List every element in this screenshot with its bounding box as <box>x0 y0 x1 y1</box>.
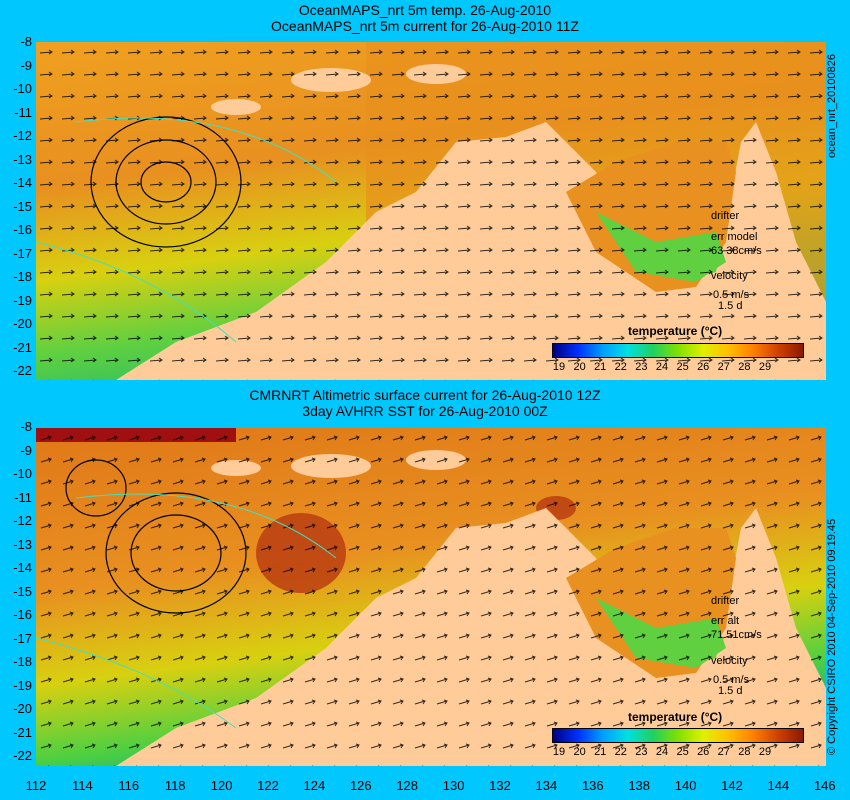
bottom-velocity-days: 1.5 d <box>718 685 743 697</box>
top-velocity-days: 1.5 d <box>718 300 743 312</box>
x-axis-label: 142 <box>721 778 743 793</box>
y-axis-label: -8 <box>20 419 32 434</box>
x-axis-label: 122 <box>257 778 279 793</box>
top-colorbar <box>552 343 804 358</box>
top-legend-title: temperature (°C) <box>628 324 723 338</box>
top-err-value: 63 38cm/s <box>711 245 762 257</box>
y-axis-label: -16 <box>13 222 32 237</box>
colorbar-tick-label: 29 <box>758 361 772 373</box>
y-axis-label: -9 <box>20 442 32 458</box>
x-axis-label: 120 <box>210 778 233 793</box>
x-axis-label: 136 <box>581 778 604 793</box>
y-axis-label: -16 <box>13 607 32 622</box>
top-title-line1: OceanMAPS_nrt 5m temp. 26-Aug-2010 <box>298 2 552 18</box>
colorbar-tick-label: 21 <box>594 361 607 373</box>
bottom-velocity-label: velocity <box>711 655 748 667</box>
y-axis-label: -17 <box>13 630 32 646</box>
bottom-legend-title: temperature (°C) <box>628 710 723 724</box>
y-axis-label: -13 <box>13 151 32 167</box>
y-axis-label: -12 <box>13 128 32 143</box>
colorbar-tick-label: 23 <box>635 746 648 758</box>
top-err-label: err model <box>711 231 758 243</box>
x-axis-label: 116 <box>118 778 140 793</box>
y-axis-label: -20 <box>13 316 32 331</box>
y-axis-label: -15 <box>13 198 32 214</box>
bottom-title-line1: CMRNRT Altimetric surface current for 26… <box>249 387 601 403</box>
bottom-colorbar <box>552 728 804 743</box>
x-axis-label: 138 <box>628 778 651 793</box>
y-axis-label: -8 <box>20 34 32 49</box>
y-axis-label: -21 <box>13 339 32 355</box>
colorbar-tick-label: 26 <box>697 361 710 373</box>
y-axis-label: -17 <box>13 245 32 261</box>
bottom-title-line2: 3day AVHRR SST for 26-Aug-2010 00Z <box>302 403 548 419</box>
colorbar-tick-label: 21 <box>594 746 607 758</box>
colorbar-tick-label: 28 <box>738 746 751 758</box>
bottom-drifter-label: drifter <box>711 595 740 607</box>
bottom-err-label: err alt <box>711 615 740 627</box>
y-axis-label: -19 <box>13 677 32 693</box>
y-axis-label: -10 <box>13 466 32 481</box>
bottom-map <box>36 428 826 766</box>
x-axis-label: 140 <box>674 778 697 793</box>
x-axis-label: 130 <box>442 778 465 793</box>
y-axis-label: -22 <box>13 748 32 763</box>
y-axis-label: -11 <box>14 104 32 120</box>
y-axis-label: -20 <box>13 701 32 716</box>
y-axis-label: -9 <box>20 57 32 73</box>
y-axis-label: -10 <box>13 81 32 96</box>
y-axis-label: -21 <box>13 724 32 740</box>
x-axis-label: 118 <box>164 778 186 793</box>
colorbar-tick-label: 22 <box>614 746 627 758</box>
y-axis-label: -22 <box>13 363 32 378</box>
top-velocity-scale: 0.5 m/s <box>713 289 750 301</box>
colorbar-tick-label: 25 <box>676 361 689 373</box>
bottom-velocity-scale: 0.5 m/s <box>713 674 750 686</box>
bottom-side-label: © Copyright CSIRO 2010 04-Sep-2010 09:19… <box>826 518 838 755</box>
y-axis-label: -11 <box>14 489 32 505</box>
top-velocity-label: velocity <box>711 270 748 282</box>
bottom-err-value: 71 51cm/s <box>711 629 762 641</box>
y-axis-label: -18 <box>13 654 32 669</box>
colorbar-tick-label: 27 <box>717 361 730 373</box>
y-axis-label: -14 <box>13 560 32 575</box>
colorbar-tick-label: 26 <box>697 746 710 758</box>
x-axis-label: 124 <box>303 778 326 793</box>
colorbar-tick-label: 28 <box>738 361 751 373</box>
bottom-map-svg <box>36 428 826 766</box>
y-axis-label: -19 <box>13 292 32 308</box>
colorbar-tick-label: 20 <box>573 746 586 758</box>
x-axis-label: 114 <box>72 778 93 793</box>
colorbar-tick-label: 25 <box>676 746 689 758</box>
x-axis-label: 126 <box>349 778 372 793</box>
x-axis-label: 112 <box>25 778 47 793</box>
y-axis-label: -15 <box>13 583 32 599</box>
y-axis-label: -12 <box>13 513 32 528</box>
colorbar-tick-label: 20 <box>573 361 586 373</box>
x-axis-label: 132 <box>489 778 511 793</box>
y-axis-label: -13 <box>13 536 32 552</box>
colorbar-tick-label: 24 <box>655 746 669 758</box>
colorbar-tick-label: 29 <box>758 746 772 758</box>
colorbar-tick-label: 19 <box>552 746 566 758</box>
y-axis-label: -18 <box>13 269 32 284</box>
colorbar-tick-label: 27 <box>717 746 730 758</box>
top-side-label: ocean_nrt_20100826 <box>826 54 838 158</box>
colorbar-tick-label: 23 <box>635 361 648 373</box>
top-drifter-label: drifter <box>711 210 740 222</box>
top-map <box>36 42 826 380</box>
top-map-svg <box>36 42 826 380</box>
x-axis-label: 146 <box>813 778 836 793</box>
top-title-line2: OceanMAPS_nrt 5m current for 26-Aug-2010… <box>271 18 579 34</box>
x-axis-label: 128 <box>396 778 419 793</box>
colorbar-tick-label: 19 <box>552 361 566 373</box>
y-axis-label: -14 <box>13 175 32 190</box>
x-axis-label: 134 <box>535 778 558 793</box>
x-axis-label: 144 <box>767 778 790 793</box>
colorbar-tick-label: 22 <box>614 361 627 373</box>
colorbar-tick-label: 24 <box>655 361 669 373</box>
